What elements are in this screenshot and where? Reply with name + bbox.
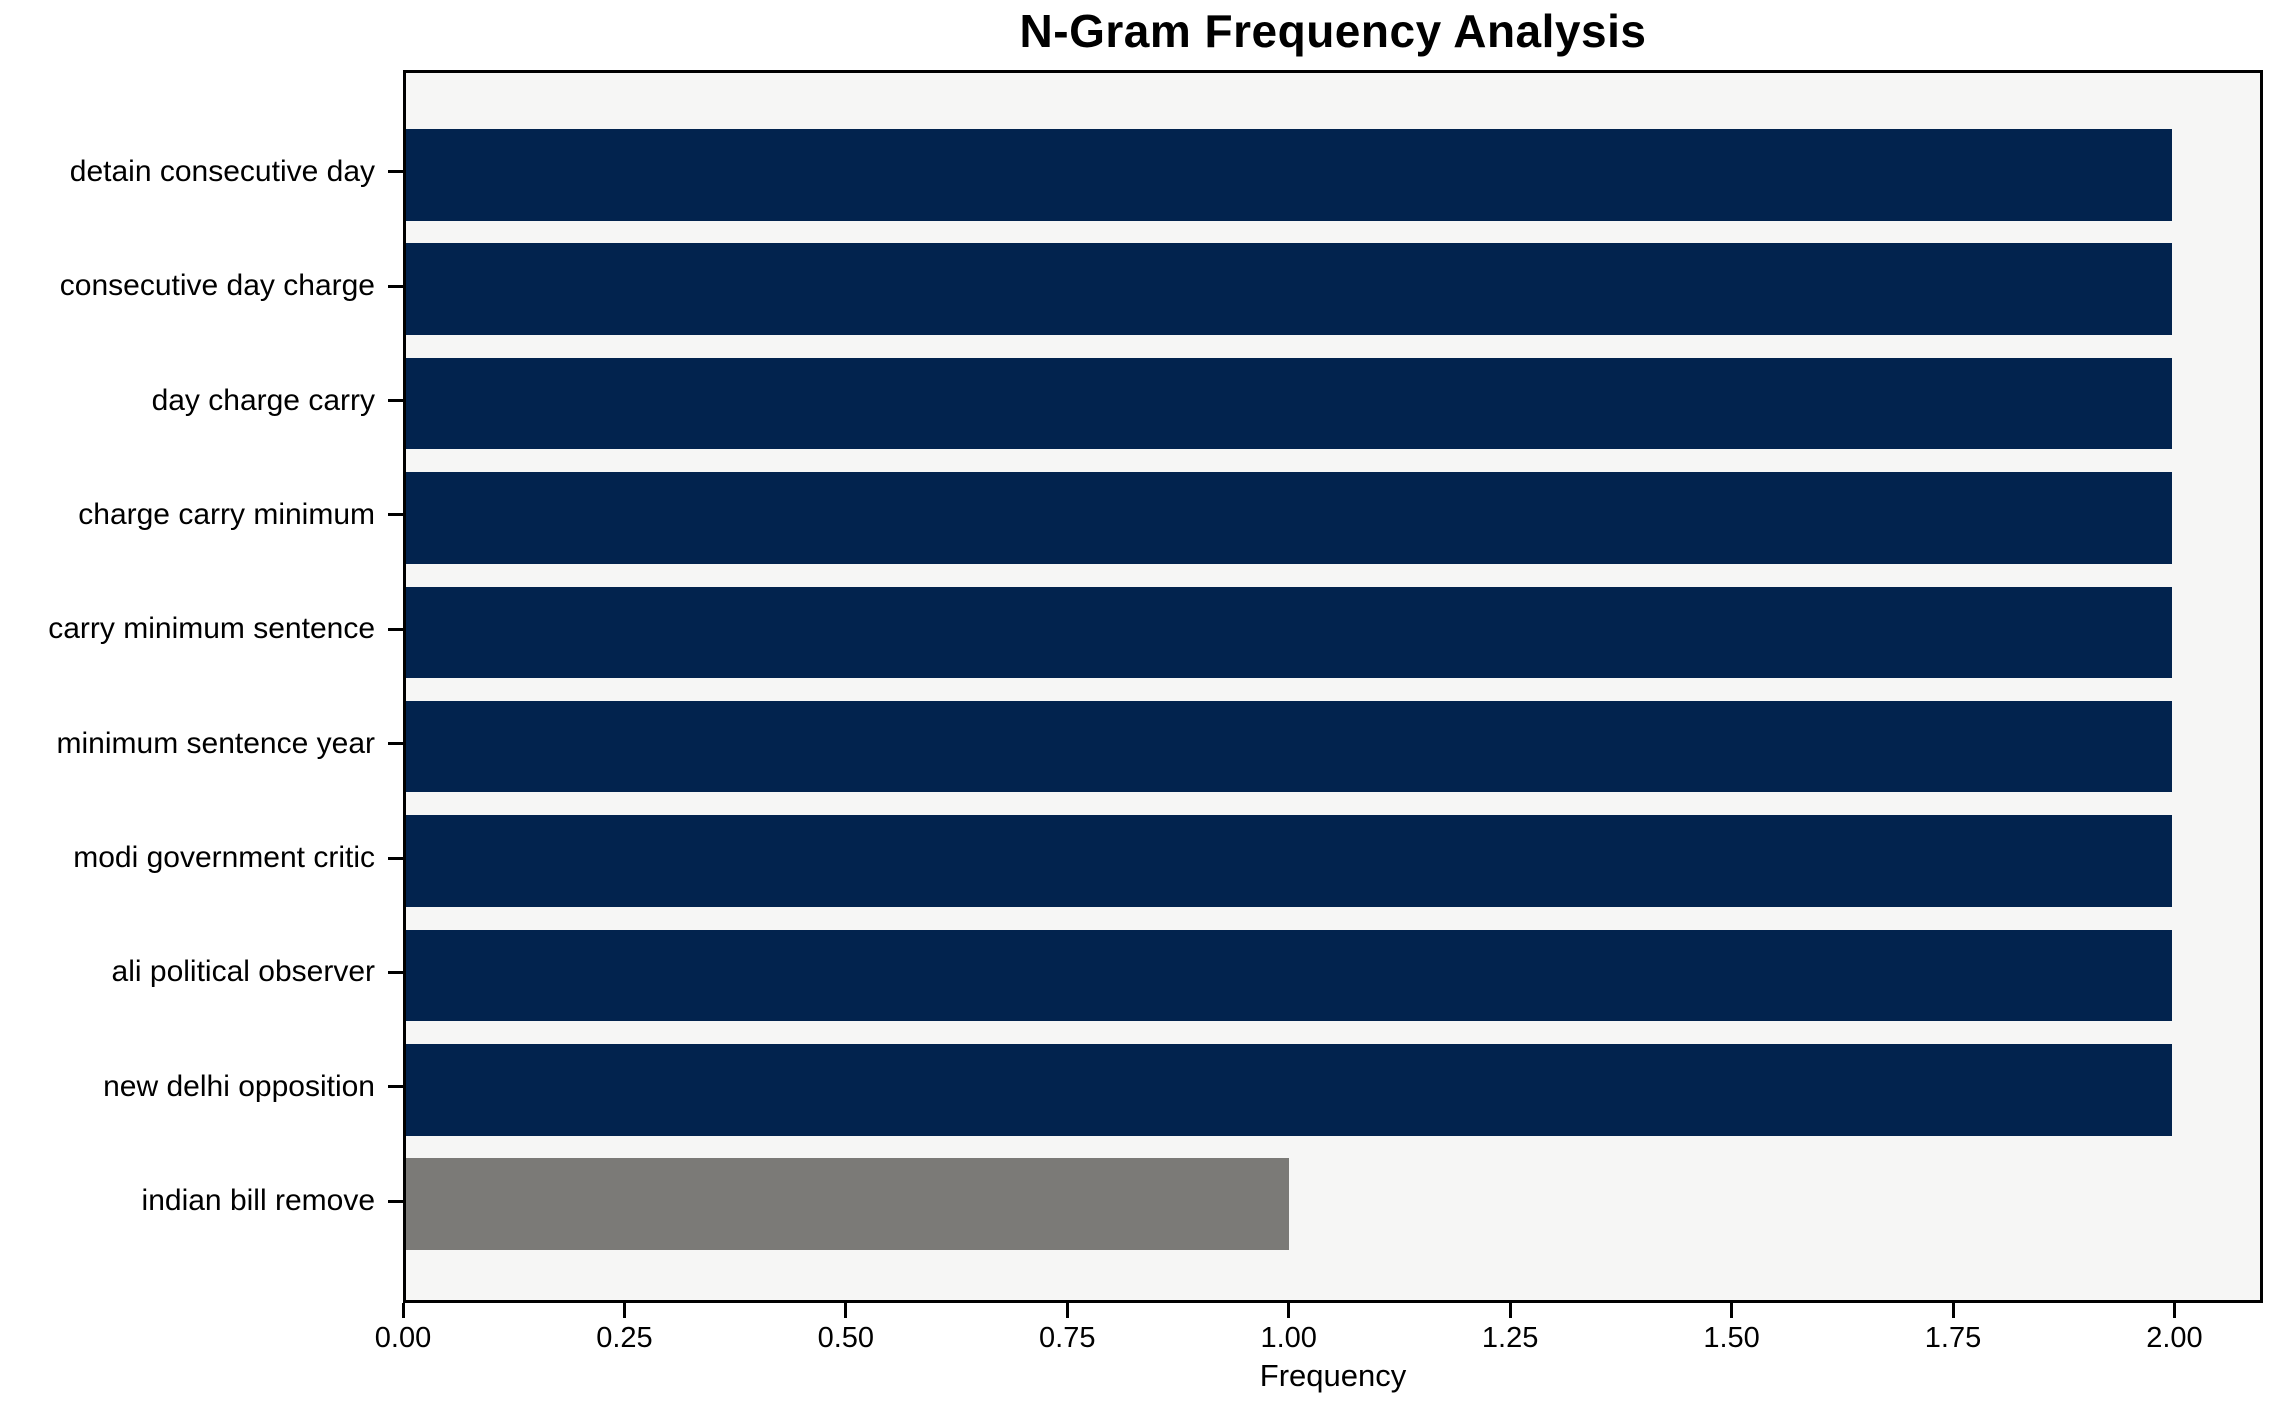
y-tick-mark-3	[388, 513, 403, 517]
y-tick-mark-6	[388, 856, 403, 860]
y-tick-mark-9	[388, 1199, 403, 1203]
x-tick-label-6: 1.50	[1703, 1322, 1760, 1354]
bar-0	[406, 129, 2172, 221]
x-tick-mark-7	[1951, 1303, 1955, 1318]
bar-1	[406, 243, 2172, 335]
y-tick-mark-8	[388, 1085, 403, 1089]
x-tick-label-7: 1.75	[1924, 1322, 1982, 1354]
bar-2	[406, 357, 2172, 450]
x-axis-tick-labels: 0.00 0.25 0.50 0.75 1.00 1.25 1.50 1.75 2.00	[375, 1322, 2263, 1358]
y-tick-mark-7	[388, 970, 403, 974]
chart-title: N-Gram Frequency Analysis	[1019, 5, 1647, 57]
x-tick-label-8: 2.00	[2146, 1322, 2203, 1354]
y-tick-mark-2	[388, 399, 403, 403]
x-axis-title: Frequency	[1259, 1358, 1407, 1393]
y-tick-mark-0	[388, 170, 403, 174]
y-axis-ticks	[388, 70, 403, 1303]
y-tick-label-6: modi government critic	[73, 841, 375, 875]
y-tick-mark-5	[388, 742, 403, 746]
y-tick-label-4: carry minimum sentence	[48, 612, 375, 646]
x-tick-mark-2	[844, 1303, 848, 1318]
x-axis-ticks	[401, 1303, 2263, 1318]
bar-7	[406, 929, 2172, 1022]
x-tick-label-4: 1.00	[1260, 1322, 1317, 1354]
y-axis-labels: detain consecutive day consecutive day ch…	[0, 70, 375, 1303]
y-tick-label-0: detain consecutive day	[69, 154, 375, 188]
y-tick-mark-4	[388, 627, 403, 631]
x-tick-mark-6	[1730, 1303, 1734, 1318]
x-tick-label-0: 0.00	[374, 1322, 432, 1354]
x-tick-mark-0	[401, 1303, 405, 1318]
y-tick-label-3: charge carry minimum	[78, 497, 375, 531]
y-tick-label-8: new delhi opposition	[103, 1069, 375, 1103]
bar-4	[406, 586, 2172, 679]
x-tick-mark-8	[2172, 1303, 2176, 1318]
x-tick-mark-4	[1287, 1303, 1291, 1318]
x-tick-mark-5	[1508, 1303, 1512, 1318]
y-tick-label-1: consecutive day charge	[59, 269, 375, 303]
y-tick-label-2: day charge carry	[151, 383, 375, 417]
y-tick-label-5: minimum sentence year	[56, 726, 375, 760]
x-tick-label-1: 0.25	[596, 1322, 653, 1354]
bar-3	[406, 472, 2172, 564]
x-tick-mark-1	[622, 1303, 626, 1318]
x-tick-label-3: 0.75	[1039, 1322, 1096, 1354]
y-tick-label-7: ali political observer	[111, 955, 375, 989]
bar-8	[406, 1044, 2172, 1136]
x-tick-label-2: 0.50	[817, 1322, 875, 1354]
x-tick-mark-3	[1065, 1303, 1069, 1318]
bar-5	[406, 700, 2172, 793]
bar-9	[406, 1158, 1289, 1250]
x-tick-label-5: 1.25	[1481, 1322, 1539, 1354]
y-tick-label-9: indian bill remove	[141, 1184, 375, 1218]
y-tick-mark-1	[388, 284, 403, 288]
bar-6	[406, 815, 2172, 907]
plot-area	[403, 70, 2263, 1303]
